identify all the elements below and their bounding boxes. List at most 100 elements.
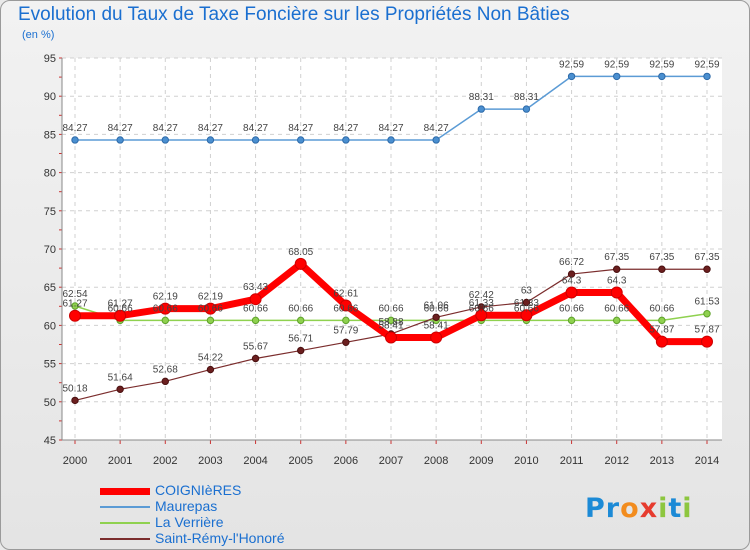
x-tick-label: 2002 [153, 455, 177, 467]
data-label-coignieres: 58.41 [378, 321, 403, 332]
data-point-coignieres [204, 302, 217, 315]
data-point-la-verriere [297, 316, 305, 325]
data-point-saint-remy [522, 298, 531, 307]
logo-letter: o [620, 493, 640, 524]
y-tick-label: 70 [44, 244, 56, 256]
data-point-coignieres [701, 335, 713, 348]
data-point-coignieres [114, 309, 127, 322]
data-label-coignieres: 64.3 [562, 276, 582, 287]
data-label-coignieres: 63.43 [243, 282, 268, 293]
y-tick-label: 65 [44, 282, 56, 294]
data-point-coignieres [339, 299, 352, 312]
grid-lines [62, 57, 722, 441]
x-tick-label: 2010 [514, 455, 538, 467]
chart-title: Evolution du Taux de Taxe Foncière sur l… [18, 4, 570, 25]
x-tick-label: 2011 [560, 455, 584, 467]
data-label-la-verriere: 61.53 [694, 297, 719, 308]
series-layer [69, 72, 713, 405]
data-label-la-verriere: 60.66 [559, 303, 584, 314]
logo-letter: t [668, 493, 683, 524]
data-point-la-verriere [387, 316, 395, 325]
legend-label-saint-remy: Saint-Rémy-l'Honoré [155, 530, 285, 546]
unit-label: (en %) [22, 29, 55, 41]
legend-swatch-maurepas [100, 506, 150, 508]
data-label-maurepas: 88.31 [514, 92, 539, 103]
data-label-saint-remy: 67.35 [604, 252, 629, 263]
data-point-la-verriere [161, 316, 169, 325]
data-point-coignieres [69, 309, 81, 322]
data-label-coignieres: 62.19 [153, 292, 178, 303]
data-label-saint-remy: 50.18 [62, 383, 87, 394]
legend-swatch-la-verriere [100, 522, 150, 524]
data-label-coignieres: 68.05 [288, 247, 313, 258]
data-point-maurepas [567, 72, 576, 81]
data-label-coignieres: 64.3 [607, 276, 627, 287]
y-tick-label: 80 [44, 168, 56, 180]
data-label-maurepas: 84.27 [378, 123, 403, 134]
data-label-coignieres: 57.87 [694, 325, 719, 336]
data-label-coignieres: 61.27 [62, 299, 87, 310]
y-tick-label: 50 [44, 397, 56, 409]
data-label-saint-remy: 63 [521, 285, 533, 296]
data-point-maurepas [297, 136, 305, 144]
data-point-saint-remy [613, 265, 621, 273]
data-point-coignieres [610, 286, 623, 299]
data-label-maurepas: 84.27 [288, 123, 313, 134]
data-point-maurepas [342, 136, 350, 144]
data-point-coignieres [249, 293, 262, 306]
data-label-la-verriere: 60.66 [198, 303, 223, 314]
data-label-coignieres: 62.19 [198, 292, 223, 303]
data-point-saint-remy [432, 313, 440, 322]
y-tick-label: 45 [44, 435, 56, 447]
data-label-maurepas: 84.27 [62, 123, 87, 134]
data-point-coignieres [520, 309, 533, 322]
data-point-maurepas [658, 72, 666, 81]
data-point-maurepas [432, 136, 440, 144]
x-tick-label: 2012 [604, 455, 628, 467]
data-label-maurepas: 92.59 [604, 59, 629, 70]
data-label-la-verriere: 60.66 [424, 303, 449, 314]
data-point-saint-remy [297, 346, 305, 355]
data-labels: 84.27 84.27 84.27 84.27 84.27 84.27 84.27 84.27… [62, 59, 719, 394]
data-label-la-verriere: 62.54 [62, 289, 87, 300]
y-tick-label: 75 [44, 206, 56, 218]
data-point-la-verriere [251, 316, 260, 325]
data-point-maurepas [116, 136, 124, 144]
logo-letter: P [585, 493, 606, 524]
y-tick-label: 55 [44, 359, 56, 371]
data-point-maurepas [387, 136, 395, 144]
data-label-saint-remy: 62.42 [469, 290, 494, 301]
proxiti-logo: Proxiti [585, 493, 693, 524]
data-label-maurepas: 84.27 [243, 123, 268, 134]
data-point-coignieres [655, 335, 668, 348]
x-tick-label: 2005 [288, 455, 312, 467]
data-point-saint-remy [161, 377, 169, 386]
legend-label-maurepas: Maurepas [155, 498, 218, 514]
data-label-coignieres: 58.41 [424, 321, 449, 332]
y-tick-label: 60 [44, 320, 56, 332]
data-label-saint-remy: 67.35 [649, 252, 674, 263]
data-point-saint-remy [658, 265, 666, 273]
data-point-saint-remy [342, 338, 350, 346]
data-point-coignieres [430, 331, 443, 344]
x-tick-label: 2009 [469, 455, 493, 467]
data-point-la-verriere [613, 316, 621, 325]
axes: 45 50 55 60 65 70 75 80 85 90 95 2000 2001 2002 2003 20… [44, 53, 722, 467]
data-label-maurepas: 84.27 [333, 123, 358, 134]
data-label-la-verriere: 60.66 [243, 303, 268, 314]
data-point-maurepas [613, 72, 621, 81]
data-point-maurepas [161, 136, 169, 144]
x-tick-label: 2007 [379, 455, 403, 467]
data-label-maurepas: 92.59 [694, 59, 719, 70]
data-label-la-verriere: 60.66 [604, 303, 629, 314]
x-tick-label: 2003 [198, 455, 222, 467]
x-tick-label: 2000 [63, 455, 87, 467]
data-label-la-verriere: 60.66 [378, 303, 403, 314]
data-label-saint-remy: 52.68 [153, 364, 178, 375]
data-label-coignieres: 61.33 [514, 298, 539, 309]
data-point-coignieres [565, 286, 578, 299]
logo-letter: r [605, 493, 621, 524]
data-label-coignieres: 61.27 [108, 299, 133, 310]
x-tick-label: 2001 [108, 455, 132, 467]
